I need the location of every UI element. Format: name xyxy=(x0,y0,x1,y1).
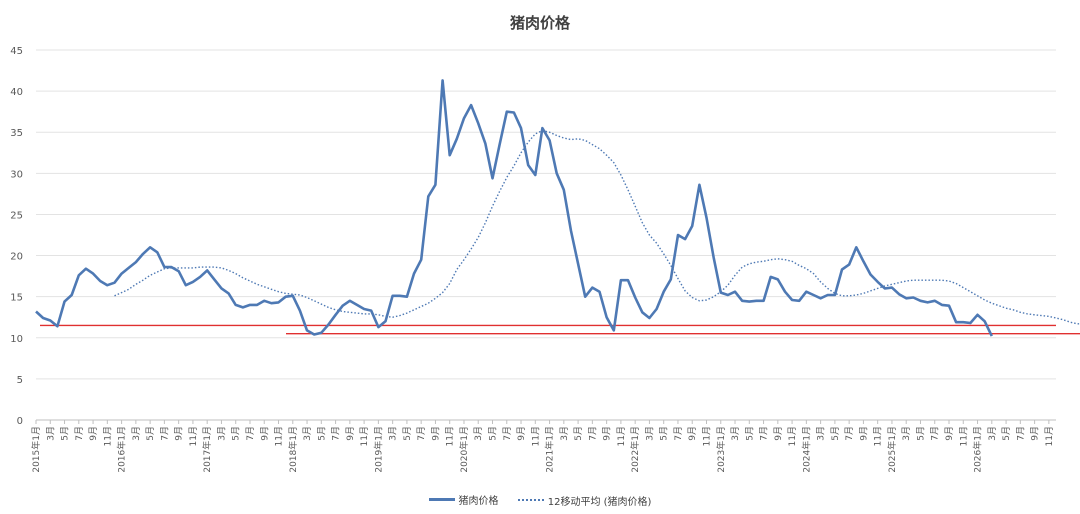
x-tick-label: 11月 xyxy=(787,426,798,446)
x-tick-label: 3月 xyxy=(559,426,570,441)
x-tick-label: 11月 xyxy=(958,426,969,446)
legend-dotted-line-swatch xyxy=(517,499,544,501)
x-tick-label: 5月 xyxy=(488,426,499,441)
x-tick-label: 5月 xyxy=(402,426,413,441)
x-tick-label: 7月 xyxy=(930,426,941,441)
y-tick-label: 45 xyxy=(10,46,23,57)
x-tick-label: 7月 xyxy=(759,426,770,441)
y-tick-label: 35 xyxy=(10,128,23,139)
x-tick-label: 11月 xyxy=(188,426,199,446)
x-tick-label: 3月 xyxy=(45,426,56,441)
x-tick-label: 5月 xyxy=(915,426,926,441)
x-tick-label: 9月 xyxy=(773,426,784,441)
x-tick-label: 3月 xyxy=(816,426,827,441)
x-tick-label: 5月 xyxy=(573,426,584,441)
x-tick-label: 3月 xyxy=(644,426,655,441)
x-tick-label: 5月 xyxy=(60,426,71,441)
x-tick-label: 2021年1月 xyxy=(544,426,556,473)
x-tick-label: 2016年1月 xyxy=(116,426,128,473)
x-tick-label: 9月 xyxy=(430,426,441,441)
x-tick-label: 11月 xyxy=(102,426,113,446)
x-tick-label: 5月 xyxy=(231,426,242,441)
x-tick-label: 2017年1月 xyxy=(201,426,213,473)
y-tick-label: 0 xyxy=(17,416,23,427)
x-tick-label: 9月 xyxy=(602,426,613,441)
x-tick-label: 2020年1月 xyxy=(458,426,470,473)
x-tick-label: 2015年1月 xyxy=(30,426,42,473)
x-tick-label: 7月 xyxy=(673,426,684,441)
x-tick-label: 5月 xyxy=(659,426,670,441)
legend-label-moving-average: 12移动平均 (猪肉价格) xyxy=(547,496,652,508)
x-tick-label: 9月 xyxy=(1030,426,1041,441)
x-tick-label: 3月 xyxy=(730,426,741,441)
x-tick-label: 11月 xyxy=(359,426,370,446)
x-tick-label: 11月 xyxy=(274,426,285,446)
x-tick-label: 3月 xyxy=(216,426,227,441)
x-tick-label: 5月 xyxy=(145,426,156,441)
x-tick-label: 9月 xyxy=(259,426,270,441)
x-tick-label: 9月 xyxy=(516,426,527,441)
x-tick-label: 3月 xyxy=(302,426,313,441)
x-tick-label: 11月 xyxy=(445,426,456,446)
y-tick-label: 20 xyxy=(10,252,23,263)
x-tick-label: 9月 xyxy=(174,426,185,441)
x-tick-label: 3月 xyxy=(388,426,399,441)
x-tick-label: 3月 xyxy=(901,426,912,441)
x-tick-label: 2023年1月 xyxy=(715,426,727,473)
x-tick-label: 11月 xyxy=(616,426,627,446)
x-tick-label: 7月 xyxy=(74,426,85,441)
x-tick-label: 2018年1月 xyxy=(287,426,299,473)
x-tick-label: 5月 xyxy=(316,426,327,441)
x-tick-label: 9月 xyxy=(88,426,99,441)
x-tick-label: 9月 xyxy=(944,426,955,441)
y-tick-label: 10 xyxy=(10,334,23,345)
legend-solid-line-swatch xyxy=(428,498,455,501)
y-tick-label: 30 xyxy=(10,169,23,180)
x-tick-label: 11月 xyxy=(873,426,884,446)
x-tick-label: 2025年1月 xyxy=(886,426,898,473)
y-tick-label: 15 xyxy=(10,293,23,304)
x-tick-label: 7月 xyxy=(587,426,598,441)
x-tick-label: 2024年1月 xyxy=(800,426,812,473)
x-tick-label: 2026年1月 xyxy=(972,426,984,473)
x-tick-label: 5月 xyxy=(830,426,841,441)
y-tick-label: 5 xyxy=(17,375,23,386)
x-tick-label: 11月 xyxy=(1044,426,1055,446)
x-tick-label: 3月 xyxy=(987,426,998,441)
x-tick-label: 7月 xyxy=(502,426,513,441)
legend-label-price: 猪肉价格 xyxy=(458,496,499,507)
x-tick-label: 3月 xyxy=(131,426,142,441)
x-tick-label: 11月 xyxy=(701,426,712,446)
x-tick-label: 11月 xyxy=(530,426,541,446)
x-tick-label: 7月 xyxy=(159,426,170,441)
x-tick-label: 7月 xyxy=(416,426,427,441)
x-tick-label: 5月 xyxy=(744,426,755,441)
x-tick-label: 5月 xyxy=(1001,426,1012,441)
x-tick-label: 3月 xyxy=(473,426,484,441)
x-tick-label: 2022年1月 xyxy=(629,426,641,473)
x-tick-label: 9月 xyxy=(345,426,356,441)
x-tick-label: 9月 xyxy=(687,426,698,441)
chart-title: 猪肉价格 xyxy=(509,14,570,32)
x-tick-label: 7月 xyxy=(844,426,855,441)
x-tick-label: 9月 xyxy=(858,426,869,441)
series-line-price xyxy=(35,79,993,337)
series-line-moving-average xyxy=(114,129,1080,325)
legend: 猪肉价格 12移动平均 (猪肉价格) xyxy=(0,492,1080,508)
x-tick-label: 2019年1月 xyxy=(372,426,384,473)
y-tick-label: 25 xyxy=(10,210,23,221)
x-tick-label: 7月 xyxy=(331,426,342,441)
y-tick-label: 40 xyxy=(10,87,23,98)
legend-item-price: 猪肉价格 xyxy=(428,492,499,507)
x-tick-label: 7月 xyxy=(245,426,256,441)
x-tick-label: 7月 xyxy=(1015,426,1026,441)
legend-item-moving-average: 12移动平均 (猪肉价格) xyxy=(517,493,652,508)
